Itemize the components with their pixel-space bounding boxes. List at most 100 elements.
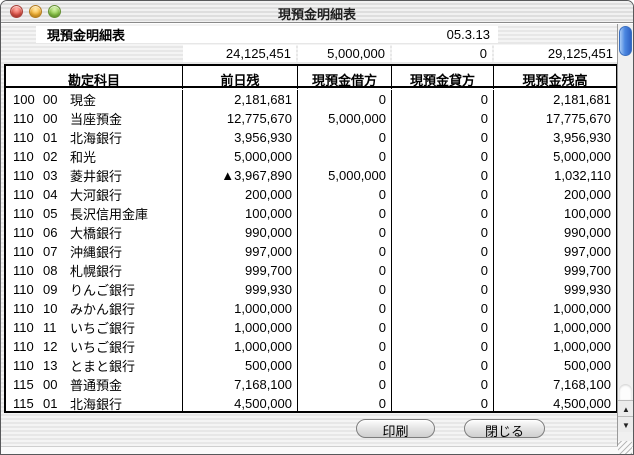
balance-cell: 500,000 xyxy=(493,356,616,375)
debit-cell: 0 xyxy=(297,204,391,223)
vertical-scrollbar[interactable]: ▲ ▼ xyxy=(617,24,633,446)
table-row[interactable]: 110 06 大橋銀行 990,000 0 0 990,000 xyxy=(6,223,616,242)
credit-cell: 0 xyxy=(391,394,493,411)
credit-cell: 0 xyxy=(391,166,493,185)
scroll-up-icon[interactable]: ▲ xyxy=(618,400,633,416)
account-cell: 110 03 菱井銀行 xyxy=(13,168,123,184)
balance-cell: 2,181,681 xyxy=(493,90,616,109)
table-row[interactable]: 110 00 当座預金 12,775,670 5,000,000 0 17,775,… xyxy=(6,109,616,128)
minimize-window-button[interactable] xyxy=(29,5,42,18)
column-header-account: 勘定科目 xyxy=(67,73,120,88)
prev-balance-cell: 200,000 xyxy=(182,185,297,204)
table-row[interactable]: 110 11 いちご銀行 1,000,000 0 0 1,000,000 xyxy=(6,318,616,337)
close-window-button[interactable] xyxy=(10,5,23,18)
table-row[interactable]: 110 01 北海銀行 3,956,930 0 0 3,956,930 xyxy=(6,128,616,147)
credit-cell: 0 xyxy=(391,204,493,223)
prev-balance-cell: 100,000 xyxy=(182,204,297,223)
total-prev-balance: 24,125,451 xyxy=(183,45,296,62)
balance-cell: 999,700 xyxy=(493,261,616,280)
balance-cell: 200,000 xyxy=(493,185,616,204)
debit-cell: 0 xyxy=(297,280,391,299)
total-debit: 5,000,000 xyxy=(298,45,390,62)
account-cell: 110 01 北海銀行 xyxy=(13,130,123,146)
print-button[interactable]: 印刷 xyxy=(356,419,435,439)
account-cell: 110 10 みかん銀行 xyxy=(13,301,136,317)
table-row[interactable]: 110 03 菱井銀行 ▲3,967,890 5,000,000 0 1,032,1… xyxy=(6,166,616,185)
prev-balance-cell: 997,000 xyxy=(182,242,297,261)
credit-cell: 0 xyxy=(391,185,493,204)
scroll-down-icon[interactable]: ▼ xyxy=(618,416,633,432)
balance-cell: 990,000 xyxy=(493,223,616,242)
debit-cell: 0 xyxy=(297,261,391,280)
window-content: 現預金明細表 05.3.13 24,125,451 5,000,000 0 29… xyxy=(1,24,633,454)
account-cell: 110 06 大橋銀行 xyxy=(13,225,123,241)
debit-cell: 0 xyxy=(297,147,391,166)
account-cell: 115 00 普通預金 xyxy=(13,377,123,393)
account-cell: 110 02 和光 xyxy=(13,149,97,165)
credit-cell: 0 xyxy=(391,280,493,299)
prev-balance-cell: 4,500,000 xyxy=(182,394,297,411)
debit-cell: 0 xyxy=(297,394,391,411)
report-header-bar: 現預金明細表 05.3.13 xyxy=(36,26,498,43)
credit-cell: 0 xyxy=(391,356,493,375)
table-row[interactable]: 110 10 みかん銀行 1,000,000 0 0 1,000,000 xyxy=(6,299,616,318)
credit-cell: 0 xyxy=(391,109,493,128)
account-cell: 100 00 現金 xyxy=(13,92,97,108)
resize-grip-icon[interactable] xyxy=(618,441,632,454)
title-bar[interactable]: 現預金明細表 xyxy=(1,1,633,23)
account-cell: 110 11 いちご銀行 xyxy=(13,320,136,336)
credit-cell: 0 xyxy=(391,147,493,166)
scrollbar-thumb[interactable] xyxy=(619,26,632,56)
table-body: 100 00 現金 2,181,681 0 0 2,181,681 110 00 当座預… xyxy=(6,90,616,411)
account-cell: 110 00 当座預金 xyxy=(13,111,123,127)
scrollbar-track-end xyxy=(619,384,632,400)
column-header-prev-balance: 前日残 xyxy=(182,66,297,89)
table-header-row: 勘定科目 前日残 現預金借方 現預金貸方 現預金残高 xyxy=(6,66,616,89)
table-row[interactable]: 100 00 現金 2,181,681 0 0 2,181,681 xyxy=(6,90,616,109)
account-cell: 110 12 いちご銀行 xyxy=(13,339,136,355)
credit-cell: 0 xyxy=(391,90,493,109)
debit-cell: 5,000,000 xyxy=(297,109,391,128)
column-header-credit: 現預金貸方 xyxy=(391,66,493,89)
close-button[interactable]: 閉じる xyxy=(464,419,545,439)
column-header-balance: 現預金残高 xyxy=(493,66,616,89)
debit-cell: 0 xyxy=(297,185,391,204)
debit-cell: 0 xyxy=(297,375,391,394)
zoom-window-button[interactable] xyxy=(48,5,61,18)
credit-cell: 0 xyxy=(391,242,493,261)
table-row[interactable]: 110 09 りんご銀行 999,930 0 0 999,930 xyxy=(6,280,616,299)
table-row[interactable]: 115 00 普通預金 7,168,100 0 0 7,168,100 xyxy=(6,375,616,394)
table-row[interactable]: 110 08 札幌銀行 999,700 0 0 999,700 xyxy=(6,261,616,280)
balance-cell: 997,000 xyxy=(493,242,616,261)
account-cell: 110 13 とまと銀行 xyxy=(13,358,136,374)
table-row[interactable]: 110 13 とまと銀行 500,000 0 0 500,000 xyxy=(6,356,616,375)
balance-cell: 17,775,670 xyxy=(493,109,616,128)
prev-balance-cell: 5,000,000 xyxy=(182,147,297,166)
debit-cell: 0 xyxy=(297,242,391,261)
prev-balance-cell: 7,168,100 xyxy=(182,375,297,394)
total-credit: 0 xyxy=(392,45,492,62)
table-row[interactable]: 110 02 和光 5,000,000 0 0 5,000,000 xyxy=(6,147,616,166)
account-cell: 110 08 札幌銀行 xyxy=(13,263,123,279)
prev-balance-cell: 990,000 xyxy=(182,223,297,242)
total-balance: 29,125,451 xyxy=(494,45,618,62)
table-row[interactable]: 115 01 北海銀行 4,500,000 0 0 4,500,000 xyxy=(6,394,616,411)
table-row[interactable]: 110 04 大河銀行 200,000 0 0 200,000 xyxy=(6,185,616,204)
balance-cell: 7,168,100 xyxy=(493,375,616,394)
account-cell: 110 07 沖縄銀行 xyxy=(13,244,123,260)
prev-balance-cell: 12,775,670 xyxy=(182,109,297,128)
debit-cell: 5,000,000 xyxy=(297,166,391,185)
prev-balance-cell: 999,700 xyxy=(182,261,297,280)
table-row[interactable]: 110 05 長沢信用金庫 100,000 0 0 100,000 xyxy=(6,204,616,223)
report-title: 現預金明細表 xyxy=(47,28,126,43)
balance-cell: 5,000,000 xyxy=(493,147,616,166)
detail-table: 勘定科目 前日残 現預金借方 現預金貸方 現預金残高 100 00 現金 2,181… xyxy=(4,64,618,413)
credit-cell: 0 xyxy=(391,337,493,356)
prev-balance-cell: 3,956,930 xyxy=(182,128,297,147)
table-row[interactable]: 110 12 いちご銀行 1,000,000 0 0 1,000,000 xyxy=(6,337,616,356)
bottom-edge xyxy=(1,446,633,454)
balance-cell: 1,000,000 xyxy=(493,318,616,337)
table-row[interactable]: 110 07 沖縄銀行 997,000 0 0 997,000 xyxy=(6,242,616,261)
balance-cell: 1,000,000 xyxy=(493,299,616,318)
